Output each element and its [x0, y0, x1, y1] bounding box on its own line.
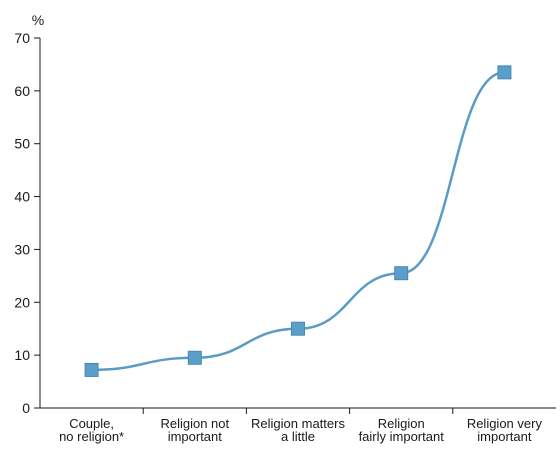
y-tick-label: 30 [14, 241, 30, 257]
y-tick-label: 10 [14, 347, 30, 363]
series [84, 65, 512, 377]
x-tick-label: Religion very important [467, 416, 543, 444]
x-tick-label: Couple, no religion* [59, 416, 124, 444]
x-tick-label: Religion matters a little [251, 416, 345, 444]
y-tick-label: 20 [14, 294, 30, 310]
y-unit-label: % [32, 12, 44, 28]
data-point [187, 350, 202, 365]
series-line [91, 71, 505, 372]
y-tick-label: 70 [14, 30, 30, 46]
y-tick-label: 40 [14, 189, 30, 205]
x-axis: Couple, no religion* Religion not important… [40, 407, 556, 444]
y-tick-label: 60 [14, 83, 30, 99]
x-tick-label: Religion fairly important [359, 416, 445, 444]
data-point [394, 266, 409, 281]
y-axis: 0 10 20 30 40 50 60 70 [14, 30, 41, 416]
data-point [84, 362, 99, 377]
data-point [497, 65, 512, 80]
data-point [291, 321, 305, 336]
y-tick-label: 0 [22, 400, 30, 416]
x-tick-label: Religion not important [160, 416, 229, 444]
y-tick-label: 50 [14, 136, 30, 152]
